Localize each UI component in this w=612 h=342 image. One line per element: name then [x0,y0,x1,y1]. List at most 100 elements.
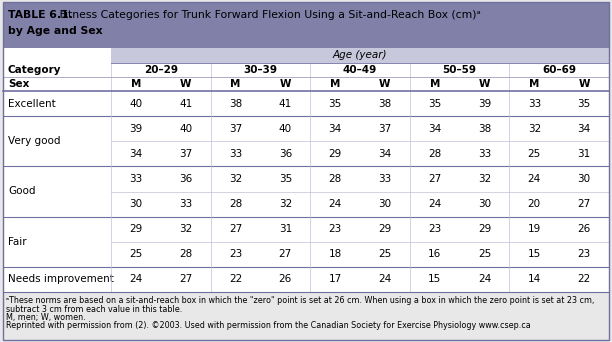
Text: Excellent: Excellent [8,98,56,108]
Text: W: W [379,79,390,89]
Text: 14: 14 [528,274,541,285]
Text: W: W [578,79,590,89]
Text: 41: 41 [179,98,192,108]
Text: 15: 15 [428,274,441,285]
Text: 23: 23 [428,224,441,234]
Text: 27: 27 [278,249,292,259]
Text: 24: 24 [428,199,441,209]
Text: 18: 18 [329,249,341,259]
Text: 24: 24 [129,274,143,285]
Text: 22: 22 [578,274,591,285]
Text: Very good: Very good [8,136,61,146]
Text: 37: 37 [378,124,392,134]
Text: 28: 28 [428,149,441,159]
Text: 30–39: 30–39 [244,65,277,75]
Text: M: M [529,79,540,89]
Text: 17: 17 [329,274,341,285]
Text: 33: 33 [129,174,143,184]
Text: 40: 40 [129,98,143,108]
Text: Age (year): Age (year) [333,51,387,61]
Text: 50–59: 50–59 [442,65,477,75]
Text: 31: 31 [278,224,292,234]
Text: 32: 32 [229,174,242,184]
Text: 25: 25 [378,249,392,259]
Text: 20–29: 20–29 [144,65,178,75]
Bar [3,2,609,48]
Text: 23: 23 [229,249,242,259]
Text: 38: 38 [378,98,392,108]
Text: 38: 38 [229,98,242,108]
Text: ᵃThese norms are based on a sit-and-reach box in which the "zero" point is set a: ᵃThese norms are based on a sit-and-reac… [6,296,594,305]
Text: 27: 27 [229,224,242,234]
Text: 27: 27 [179,274,192,285]
Text: 32: 32 [528,124,541,134]
Text: 30: 30 [578,174,591,184]
Text: 40–49: 40–49 [343,65,377,75]
Text: 16: 16 [428,249,441,259]
Text: 28: 28 [179,249,192,259]
Text: 34: 34 [378,149,392,159]
Text: TABLE 6.1.: TABLE 6.1. [8,10,73,20]
Text: 31: 31 [578,149,591,159]
Text: 27: 27 [428,174,441,184]
Text: 28: 28 [329,174,341,184]
Text: 35: 35 [428,98,441,108]
Text: 33: 33 [378,174,392,184]
Text: 23: 23 [329,224,341,234]
Text: 20: 20 [528,199,541,209]
Text: 36: 36 [278,149,292,159]
Text: M, men; W, women.: M, men; W, women. [6,313,86,322]
Bar [111,48,609,63]
Text: 25: 25 [478,249,491,259]
Text: 29: 29 [478,224,491,234]
Text: W: W [180,79,192,89]
Text: 24: 24 [478,274,491,285]
Text: 25: 25 [129,249,143,259]
Text: 32: 32 [278,199,292,209]
Text: 35: 35 [278,174,292,184]
Text: 24: 24 [528,174,541,184]
Text: Good: Good [8,186,35,197]
Text: Sex: Sex [8,79,29,89]
Text: Fair: Fair [8,237,27,247]
Text: M: M [230,79,241,89]
Text: 24: 24 [329,199,341,209]
Text: 29: 29 [378,224,392,234]
Text: 37: 37 [229,124,242,134]
Text: 34: 34 [428,124,441,134]
Text: 25: 25 [528,149,541,159]
Bar [3,48,609,292]
Text: M: M [330,79,340,89]
Text: 34: 34 [129,149,143,159]
Text: 32: 32 [478,174,491,184]
Text: 34: 34 [329,124,341,134]
Text: 38: 38 [478,124,491,134]
Text: 36: 36 [179,174,192,184]
Text: M: M [131,79,141,89]
Text: 33: 33 [528,98,541,108]
Text: 32: 32 [179,224,192,234]
Text: Reprinted with permission from (2). ©2003. Used with permission from the Canadia: Reprinted with permission from (2). ©200… [6,321,531,330]
Text: subtract 3 cm from each value in this table.: subtract 3 cm from each value in this ta… [6,304,182,314]
Text: 19: 19 [528,224,541,234]
Text: Category: Category [8,65,61,75]
Text: 15: 15 [528,249,541,259]
Text: 33: 33 [478,149,491,159]
Text: 35: 35 [578,98,591,108]
Text: 35: 35 [329,98,341,108]
Text: 29: 29 [329,149,341,159]
Text: 34: 34 [578,124,591,134]
Text: 30: 30 [129,199,143,209]
Text: 30: 30 [478,199,491,209]
Text: 24: 24 [378,274,392,285]
Text: 22: 22 [229,274,242,285]
Text: 30: 30 [378,199,392,209]
Text: Needs improvement: Needs improvement [8,274,114,285]
Text: 60–69: 60–69 [542,65,577,75]
Text: 33: 33 [179,199,192,209]
Text: by Age and Sex: by Age and Sex [8,26,103,36]
Text: 27: 27 [578,199,591,209]
Text: 26: 26 [278,274,292,285]
Text: W: W [280,79,291,89]
Text: Fitness Categories for Trunk Forward Flexion Using a Sit-and-Reach Box (cm)ᵃ: Fitness Categories for Trunk Forward Fle… [56,10,480,20]
